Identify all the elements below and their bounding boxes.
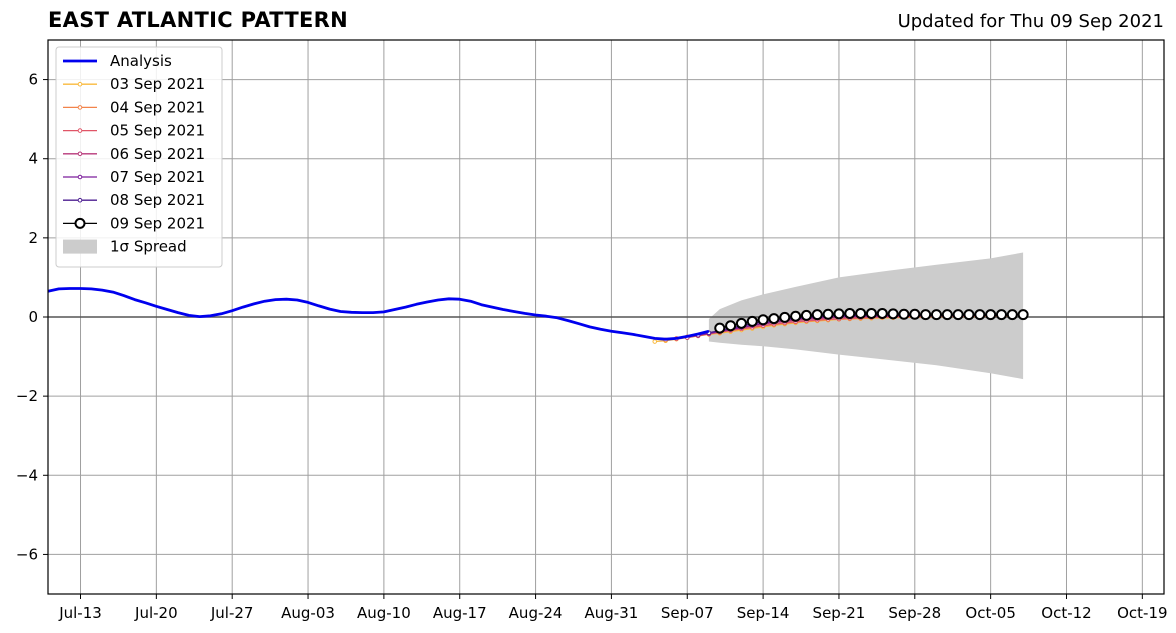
legend-label: 05 Sep 2021 [110, 122, 205, 140]
x-tick-label: Oct-05 [965, 604, 1015, 622]
x-tick-label: Sep-21 [813, 604, 866, 622]
legend-swatch-spread [63, 239, 97, 254]
y-tick-label: 0 [28, 308, 38, 326]
forecast-marker [930, 309, 942, 321]
forecast-marker [963, 309, 975, 321]
forecast-marker [995, 309, 1007, 321]
forecast-marker [768, 313, 780, 325]
legend-swatch-marker [77, 151, 83, 157]
forecast-marker [1017, 309, 1029, 321]
y-tick-label: 2 [28, 229, 38, 247]
forecast-marker [652, 339, 658, 344]
forecast-marker [779, 311, 791, 323]
forecast-marker [746, 315, 758, 327]
x-tick-label: Sep-07 [661, 604, 714, 622]
x-tick-label: Jul-13 [58, 604, 102, 622]
forecast-marker [822, 308, 834, 320]
y-tick-label: 6 [28, 71, 38, 89]
forecast-marker [1006, 309, 1018, 321]
forecast-marker [714, 322, 726, 334]
chart-title: EAST ATLANTIC PATTERN [48, 8, 348, 32]
y-tick-label: −4 [16, 466, 38, 484]
forecast-marker [887, 308, 899, 320]
legend-label: Analysis [110, 52, 172, 70]
legend-label: 08 Sep 2021 [110, 191, 205, 209]
legend-box [55, 46, 223, 268]
x-tick-label: Jul-20 [134, 604, 178, 622]
forecast-marker [833, 308, 845, 320]
forecast-marker [952, 309, 964, 321]
forecast-marker [920, 309, 932, 321]
legend-label: 07 Sep 2021 [110, 168, 205, 186]
chart-subtitle: Updated for Thu 09 Sep 2021 [897, 11, 1164, 32]
forecast-marker [941, 309, 953, 321]
forecast-marker [844, 307, 856, 319]
forecast-marker [865, 307, 877, 319]
x-tick-label: Aug-31 [585, 604, 639, 622]
x-tick-label: Oct-19 [1117, 604, 1167, 622]
forecast-marker [876, 307, 888, 319]
x-tick-label: Aug-10 [357, 604, 411, 622]
legend-swatch-marker [77, 128, 83, 133]
analysis-line [47, 287, 710, 341]
x-tick-label: Jul-27 [210, 604, 254, 622]
x-tick-label: Aug-03 [281, 604, 335, 622]
x-tick-label: Oct-12 [1041, 604, 1091, 622]
legend-swatch-marker [77, 105, 83, 110]
forecast-marker [800, 309, 812, 321]
forecast-marker [855, 307, 867, 319]
legend-label: 1σ Spread [110, 238, 187, 256]
x-tick-label: Aug-24 [509, 604, 563, 622]
forecast-marker [811, 309, 823, 321]
forecast-marker [898, 308, 910, 320]
y-tick-label: −6 [16, 545, 38, 563]
y-tick-label: −2 [16, 387, 38, 405]
forecast-marker [735, 317, 747, 329]
legend-swatch-marker [77, 174, 83, 180]
x-tick-label: Sep-14 [737, 604, 790, 622]
legend-swatch-marker [74, 217, 86, 229]
forecast-marker [790, 310, 802, 322]
forecast-marker [909, 308, 921, 320]
x-tick-label: Aug-17 [433, 604, 487, 622]
forecast-marker [974, 309, 986, 321]
legend-label: 09 Sep 2021 [110, 214, 205, 232]
y-tick-label: 4 [28, 150, 38, 168]
forecast-marker [725, 320, 737, 332]
legend-label: 03 Sep 2021 [110, 75, 205, 93]
forecast-marker [757, 314, 769, 326]
forecast-marker [985, 309, 997, 321]
legend-label: 04 Sep 2021 [110, 98, 205, 116]
legend-swatch-marker [77, 81, 83, 87]
legend-swatch-marker [77, 197, 83, 203]
legend-label: 06 Sep 2021 [110, 145, 205, 163]
x-tick-label: Sep-28 [888, 604, 941, 622]
